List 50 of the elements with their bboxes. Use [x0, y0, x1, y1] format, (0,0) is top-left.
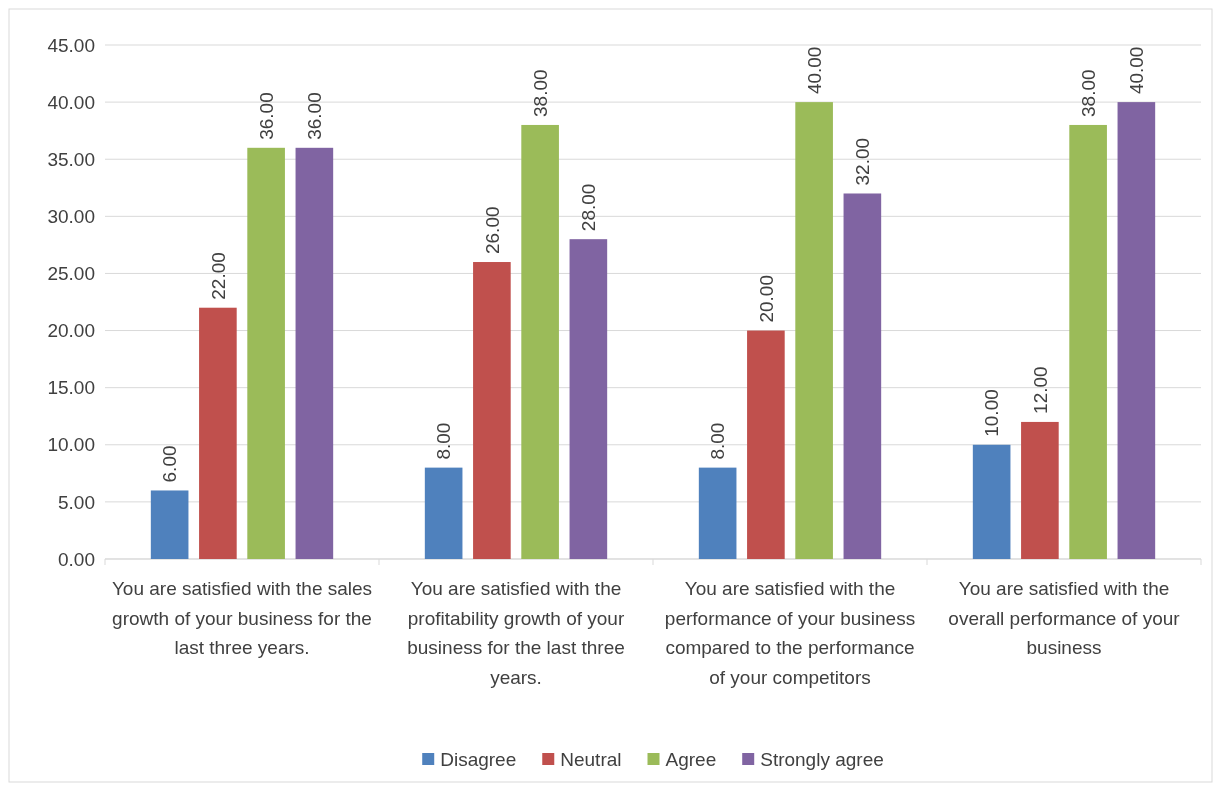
bar — [521, 124, 559, 559]
x-tick-label: You are satisfied with the overall performance of your business — [948, 578, 1181, 658]
data-label: 40.00 — [803, 46, 825, 95]
bar — [843, 193, 882, 559]
y-tick-label: 15.00 — [47, 377, 95, 399]
y-tick-label: 40.00 — [47, 91, 95, 113]
y-tick-label: 35.00 — [47, 148, 95, 170]
data-label: 8.00 — [433, 422, 455, 460]
legend-label: Disagree — [440, 748, 517, 770]
x-tick-label: You are satisfied with the performance of your business compared to the performance of your competitors — [664, 578, 916, 688]
data-label: 40.00 — [1126, 46, 1148, 95]
y-tick-label: 30.00 — [47, 205, 95, 227]
data-label: 10.00 — [981, 389, 1003, 437]
bar — [747, 330, 785, 559]
bar — [150, 490, 189, 559]
bar — [1117, 102, 1156, 559]
bar — [295, 147, 334, 559]
y-tick-label: 25.00 — [47, 263, 95, 285]
legend-label: Strongly agree — [760, 748, 884, 770]
bar — [795, 102, 833, 559]
x-tick-label: You are satisfied with the profitability growth of your business for the last three years. — [407, 578, 625, 688]
bar — [1069, 124, 1107, 559]
bar — [1021, 421, 1059, 559]
y-tick-label: 0.00 — [58, 548, 95, 570]
data-label: 36.00 — [255, 92, 277, 140]
data-label: 36.00 — [304, 92, 326, 140]
legend-label: Agree — [665, 748, 717, 770]
y-tick-label: 5.00 — [58, 491, 95, 513]
data-label: 28.00 — [578, 183, 600, 232]
data-label: 12.00 — [1029, 366, 1051, 414]
bar — [247, 147, 285, 559]
bar — [473, 262, 511, 559]
bar — [972, 444, 1011, 559]
legend-label: Neutral — [560, 748, 622, 770]
data-label: 38.00 — [529, 69, 551, 117]
data-label: 20.00 — [755, 275, 777, 323]
bar — [569, 239, 608, 559]
data-label: 6.00 — [159, 445, 181, 483]
bar — [698, 467, 737, 559]
y-tick-label: 20.00 — [47, 320, 95, 342]
bar — [424, 467, 463, 559]
y-tick-label: 45.00 — [47, 34, 95, 56]
y-tick-label: 10.00 — [47, 434, 95, 456]
bar — [199, 307, 237, 559]
data-label: 32.00 — [852, 137, 874, 186]
data-label: 26.00 — [481, 206, 503, 255]
x-tick-label: You are satisfied with the sales growth of your business for the last three years. — [111, 578, 373, 658]
data-label: 38.00 — [1077, 69, 1099, 117]
data-label: 22.00 — [207, 252, 229, 300]
data-label: 8.00 — [707, 422, 729, 460]
